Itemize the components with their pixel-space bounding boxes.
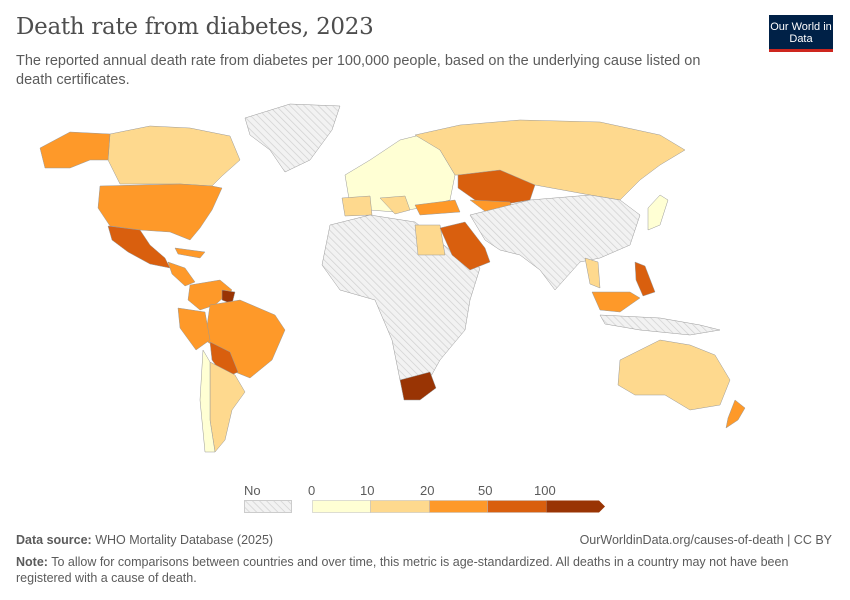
data-source-label: Data source:: [16, 533, 92, 547]
region-turkey[interactable]: [414, 199, 461, 216]
region-thailand[interactable]: [584, 257, 601, 289]
region-greenland[interactable]: [244, 103, 341, 173]
legend-color-bar: [312, 500, 605, 513]
legend-tick-20: 20: [420, 483, 435, 498]
region-saudi-arabia[interactable]: [439, 221, 491, 271]
region-canada[interactable]: [107, 125, 241, 187]
legend-bin-50-100: [487, 500, 547, 513]
region-peru[interactable]: [177, 307, 211, 351]
region-south-africa[interactable]: [399, 371, 437, 401]
chart-title: Death rate from diabetes, 2023: [16, 14, 374, 40]
world-map[interactable]: [0, 95, 850, 475]
region-mexico[interactable]: [107, 225, 171, 269]
chart-subtitle: The reported annual death rate from diab…: [16, 53, 701, 88]
region-new-zealand[interactable]: [725, 399, 746, 429]
region-chile[interactable]: [199, 349, 216, 453]
region-alaska[interactable]: [39, 131, 111, 169]
region-russia[interactable]: [414, 119, 686, 201]
region-malaysia[interactable]: [591, 291, 641, 313]
region-usa[interactable]: [97, 183, 223, 241]
legend-bin-20-50: [429, 500, 488, 513]
legend-tick-0: 0: [308, 483, 316, 498]
data-source: Data source: WHO Mortality Database (202…: [16, 533, 273, 547]
region-southern-europe[interactable]: [341, 195, 411, 217]
source-url-license[interactable]: OurWorldinData.org/causes-of-death | CC …: [579, 533, 832, 547]
owid-logo[interactable]: Our World in Data: [769, 15, 833, 52]
chart-note: Note: To allow for comparisons between c…: [16, 554, 816, 586]
region-egypt[interactable]: [414, 224, 446, 256]
note-label: Note:: [16, 555, 48, 569]
legend-tick-100: 100: [534, 483, 556, 498]
legend-tick-50: 50: [478, 483, 493, 498]
region-japan[interactable]: [647, 194, 669, 231]
region-australia[interactable]: [617, 339, 731, 411]
region-kazakhstan[interactable]: [457, 169, 536, 206]
legend-tick-10: 10: [360, 483, 375, 498]
region-philippines[interactable]: [634, 261, 656, 297]
region-argentina[interactable]: [209, 361, 246, 453]
legend-bin-0-10: [312, 500, 371, 513]
region-caribbean-central[interactable]: [167, 247, 206, 287]
region-asia-no-data[interactable]: [469, 194, 641, 291]
note-text: To allow for comparisons between countri…: [16, 555, 789, 585]
region-indonesia[interactable]: [599, 314, 721, 336]
data-source-value: WHO Mortality Database (2025): [95, 533, 274, 547]
legend-bin-10-20: [370, 500, 430, 513]
legend-bin-100-plus: [546, 500, 605, 513]
legend-no-data-swatch: [244, 500, 292, 513]
